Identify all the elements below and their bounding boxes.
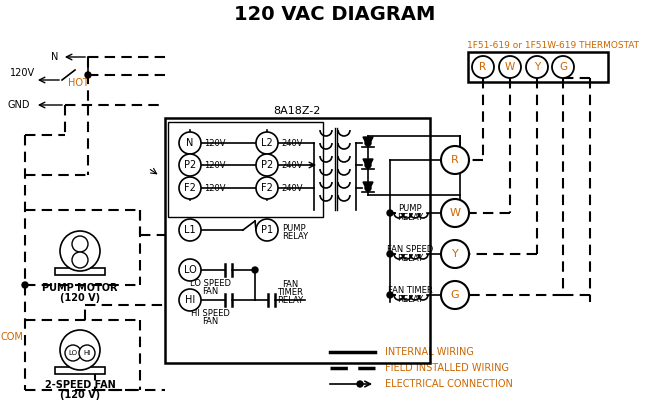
Text: 1F51-619 or 1F51W-619 THERMOSTAT: 1F51-619 or 1F51W-619 THERMOSTAT bbox=[467, 41, 639, 49]
Text: P2: P2 bbox=[184, 160, 196, 170]
Circle shape bbox=[179, 154, 201, 176]
Text: 240V: 240V bbox=[281, 184, 302, 192]
Text: HOT: HOT bbox=[68, 78, 89, 88]
Text: RELAY: RELAY bbox=[397, 212, 423, 222]
Circle shape bbox=[365, 185, 371, 191]
Text: 120V: 120V bbox=[204, 139, 226, 147]
Circle shape bbox=[85, 72, 91, 78]
Circle shape bbox=[441, 199, 469, 227]
Circle shape bbox=[179, 219, 201, 241]
Text: L1: L1 bbox=[184, 225, 196, 235]
Text: RELAY: RELAY bbox=[397, 295, 423, 303]
Text: PUMP MOTOR: PUMP MOTOR bbox=[42, 283, 118, 293]
Text: 240V: 240V bbox=[281, 160, 302, 170]
Text: P2: P2 bbox=[261, 160, 273, 170]
Text: PUMP: PUMP bbox=[282, 223, 306, 233]
Circle shape bbox=[60, 231, 100, 271]
Text: G: G bbox=[451, 290, 460, 300]
Bar bbox=[168, 122, 323, 217]
Text: HI SPEED: HI SPEED bbox=[190, 308, 229, 318]
Circle shape bbox=[357, 381, 363, 387]
Circle shape bbox=[365, 162, 371, 168]
Text: COM: COM bbox=[0, 332, 23, 342]
Circle shape bbox=[387, 292, 393, 298]
Circle shape bbox=[179, 177, 201, 199]
Circle shape bbox=[22, 282, 28, 288]
Circle shape bbox=[252, 267, 258, 273]
Text: Y: Y bbox=[452, 249, 458, 259]
Text: 120V: 120V bbox=[10, 68, 35, 78]
Text: LO: LO bbox=[68, 350, 78, 356]
Bar bbox=[468, 52, 608, 82]
Text: 240V: 240V bbox=[281, 139, 302, 147]
Text: RELAY: RELAY bbox=[277, 295, 303, 305]
Circle shape bbox=[256, 219, 278, 241]
Circle shape bbox=[179, 289, 201, 311]
Text: L2: L2 bbox=[261, 138, 273, 148]
Text: FAN SPEED: FAN SPEED bbox=[387, 245, 433, 253]
Text: W: W bbox=[450, 208, 460, 218]
Text: P1: P1 bbox=[261, 225, 273, 235]
Text: HI: HI bbox=[185, 295, 195, 305]
Text: R: R bbox=[480, 62, 486, 72]
Circle shape bbox=[472, 56, 494, 78]
Circle shape bbox=[365, 140, 371, 146]
Text: FAN: FAN bbox=[202, 287, 218, 295]
Polygon shape bbox=[363, 159, 373, 169]
Text: INTERNAL WIRING: INTERNAL WIRING bbox=[385, 347, 474, 357]
Text: (120 V): (120 V) bbox=[60, 293, 100, 303]
Circle shape bbox=[60, 330, 100, 370]
Text: FAN TIMER: FAN TIMER bbox=[388, 285, 432, 295]
Circle shape bbox=[387, 251, 393, 257]
Bar bbox=[55, 367, 105, 374]
Polygon shape bbox=[363, 137, 373, 147]
Circle shape bbox=[499, 56, 521, 78]
Circle shape bbox=[441, 146, 469, 174]
Text: HI: HI bbox=[83, 350, 90, 356]
Circle shape bbox=[256, 154, 278, 176]
Circle shape bbox=[65, 345, 81, 361]
Circle shape bbox=[256, 132, 278, 154]
Polygon shape bbox=[363, 182, 373, 192]
Text: TIMER: TIMER bbox=[277, 287, 303, 297]
Text: RELAY: RELAY bbox=[397, 253, 423, 262]
Circle shape bbox=[72, 252, 88, 268]
Text: RELAY: RELAY bbox=[282, 232, 308, 241]
Text: N: N bbox=[51, 52, 58, 62]
Text: 2-SPEED FAN: 2-SPEED FAN bbox=[45, 380, 115, 390]
Text: G: G bbox=[559, 62, 567, 72]
Bar bbox=[165, 118, 430, 363]
Text: FAN: FAN bbox=[202, 316, 218, 326]
Text: 120V: 120V bbox=[204, 160, 226, 170]
Text: 8A18Z-2: 8A18Z-2 bbox=[273, 106, 321, 116]
Circle shape bbox=[72, 236, 88, 252]
Circle shape bbox=[441, 281, 469, 309]
Circle shape bbox=[179, 132, 201, 154]
Circle shape bbox=[441, 240, 469, 268]
Text: LO SPEED: LO SPEED bbox=[190, 279, 230, 287]
Circle shape bbox=[256, 177, 278, 199]
Text: 120V: 120V bbox=[204, 184, 226, 192]
Text: N: N bbox=[186, 138, 194, 148]
Circle shape bbox=[552, 56, 574, 78]
Text: 120 VAC DIAGRAM: 120 VAC DIAGRAM bbox=[234, 5, 436, 24]
Text: F2: F2 bbox=[184, 183, 196, 193]
Text: FAN: FAN bbox=[282, 279, 298, 289]
Bar bbox=[55, 268, 105, 275]
Text: GND: GND bbox=[7, 100, 30, 110]
Circle shape bbox=[526, 56, 548, 78]
Circle shape bbox=[79, 345, 95, 361]
Text: ELECTRICAL CONNECTION: ELECTRICAL CONNECTION bbox=[385, 379, 513, 389]
Text: W: W bbox=[505, 62, 515, 72]
Text: PUMP: PUMP bbox=[398, 204, 422, 212]
Circle shape bbox=[387, 210, 393, 216]
Text: R: R bbox=[451, 155, 459, 165]
Text: FIELD INSTALLED WIRING: FIELD INSTALLED WIRING bbox=[385, 363, 509, 373]
Text: F2: F2 bbox=[261, 183, 273, 193]
Text: Y: Y bbox=[534, 62, 540, 72]
Text: LO: LO bbox=[184, 265, 196, 275]
Circle shape bbox=[179, 259, 201, 281]
Text: (120 V): (120 V) bbox=[60, 390, 100, 400]
